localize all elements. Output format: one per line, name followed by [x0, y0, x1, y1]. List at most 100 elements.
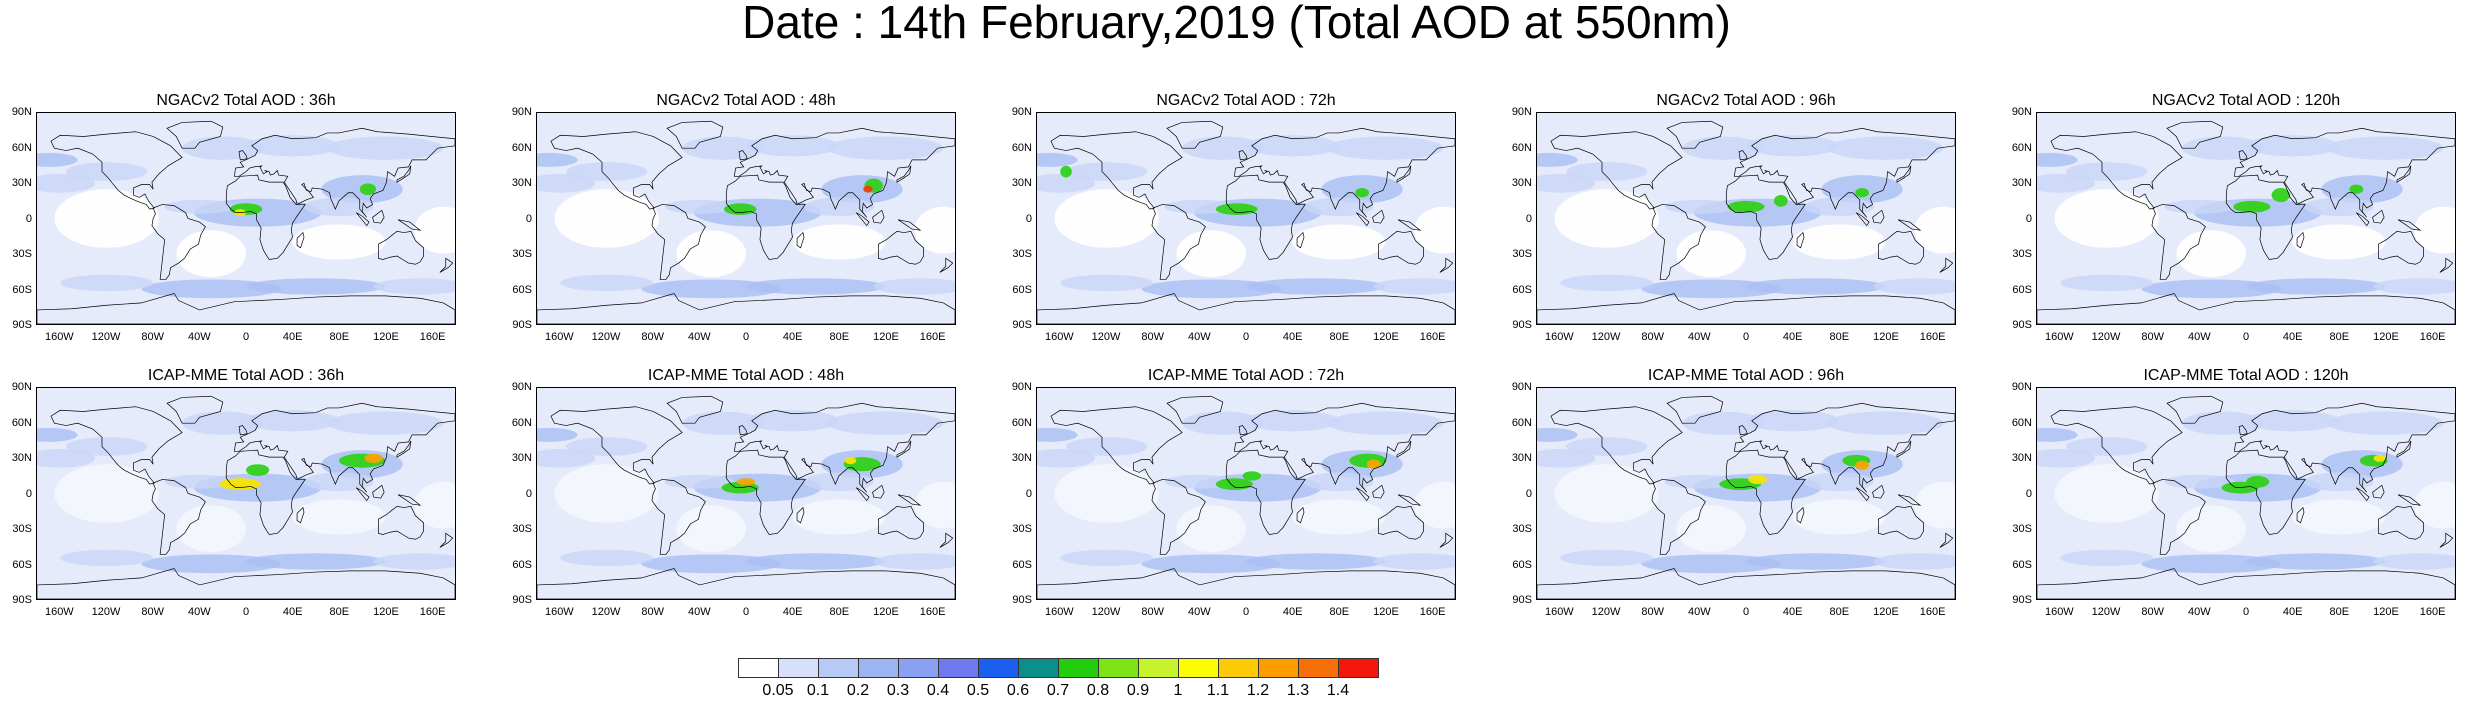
colorbar-swatch [818, 658, 859, 678]
lon-tick-label: 40W [1188, 606, 1211, 618]
panel-title: NGACv2 Total AOD : 120h [2151, 92, 2341, 109]
coastline [1050, 406, 1183, 485]
lat-tick-label: 90N [1011, 381, 1032, 393]
aod-field-region [373, 278, 455, 295]
coastline [1225, 449, 1306, 535]
coastline [725, 174, 806, 260]
aerosol-plume [1242, 471, 1262, 481]
lat-tick-label: 90N [2011, 381, 2032, 393]
lon-tick-label: 0 [242, 331, 250, 343]
aod-map [36, 112, 456, 325]
lon-tick-label: 80W [1141, 606, 1164, 618]
coastline [878, 230, 924, 265]
aod-field-region [2327, 136, 2444, 160]
aod-field-region [560, 274, 654, 292]
lat-tick-label: 90N [511, 381, 532, 393]
lat-tick-label: 60N [511, 141, 532, 154]
coastline [2233, 127, 2455, 218]
colorbar-swatch [858, 658, 899, 678]
clean-air-region [1554, 189, 1659, 248]
clean-air-region [2176, 230, 2246, 278]
coastline [1796, 506, 1805, 524]
lon-tick-label: 40E [1282, 606, 1303, 618]
lon-tick-label: 160W [544, 331, 574, 343]
aod-field-region [2246, 135, 2339, 157]
lat-tick-label: 30S [1512, 248, 1532, 260]
aod-field-region [327, 136, 444, 160]
aod-field-region [2304, 197, 2374, 217]
colorbar-tick-label: 0.3 [886, 682, 910, 699]
coastline [896, 165, 912, 183]
coastline [537, 568, 955, 599]
coastline [1225, 174, 1306, 260]
aod-field-region [246, 278, 386, 295]
coastline [356, 212, 370, 227]
aod-field-region [245, 410, 339, 432]
lon-tick-label: 0 [2242, 331, 2250, 343]
lon-tick-label: 120W [2091, 606, 2121, 618]
map-panel: NGACv2 Total AOD : 96h 90N 60N 30N 0 30S 60S 90… [1512, 92, 1956, 345]
lat-tick-label: 90S [1512, 594, 1532, 606]
aod-field-region [2327, 411, 2444, 435]
lat-tick-label: 30N [1011, 177, 1032, 189]
coastline [1725, 174, 1806, 260]
colorbar-tick-label: 1 [1173, 682, 1183, 699]
coastline [1897, 219, 1922, 231]
coastline [2166, 120, 2224, 149]
lon-tick-label: 120W [2091, 331, 2121, 343]
lat-tick-label: 30N [2011, 452, 2032, 464]
map-panel: NGACv2 Total AOD : 36h 90N 60N 30N 0 30S 60S 90… [12, 92, 456, 345]
colorbar-swatch [1058, 658, 1099, 678]
coastline [2151, 204, 2206, 280]
lat-tick-label: 60S [1012, 283, 1032, 296]
coastline [50, 406, 183, 485]
lon-tick-label: 120W [1591, 331, 1621, 343]
lon-tick-label: 160W [2044, 606, 2074, 618]
aod-field-region [1037, 427, 1078, 442]
aerosol-plume [2373, 454, 2386, 462]
clean-air-region [1914, 481, 1955, 529]
coastline [1878, 505, 1924, 540]
lon-tick-label: 160E [1919, 606, 1946, 618]
coastline [550, 131, 683, 210]
colorbar-swatch [1098, 658, 1139, 678]
panel-title: ICAP-MME Total AOD : 36h [147, 367, 345, 384]
coastline [1296, 231, 1305, 249]
lon-tick-label: 80E [1329, 331, 1350, 343]
coastline [225, 174, 306, 260]
coastline [2238, 425, 2248, 436]
lon-tick-label: 40W [688, 331, 711, 343]
aod-field-region [37, 152, 78, 167]
coastline [666, 395, 724, 424]
lon-tick-label: 0 [1742, 331, 1750, 343]
coastline [1796, 231, 1805, 249]
lon-tick-label: 80E [2329, 606, 2350, 618]
coastline [1378, 505, 1424, 540]
lon-tick-label: 160W [1044, 331, 1074, 343]
coastline [1896, 440, 1912, 458]
lon-tick-label: 0 [2242, 606, 2250, 618]
lon-tick-label: 120W [91, 331, 121, 343]
colorbar-swatch [938, 658, 979, 678]
coastline [397, 219, 422, 231]
aerosol-plume [364, 453, 384, 464]
lon-tick-label: 160E [1919, 331, 1946, 343]
lat-tick-label: 0 [525, 212, 532, 225]
lat-tick-label: 90S [1012, 319, 1032, 331]
colorbar-swatch [1258, 658, 1299, 678]
aod-field-region [1037, 448, 1096, 468]
lon-tick-label: 160W [544, 606, 574, 618]
colorbar-swatch [898, 658, 939, 678]
lon-tick-label: 160E [2419, 331, 2446, 343]
lon-tick-label: 80E [329, 331, 350, 343]
aod-field-region [641, 554, 781, 574]
lat-tick-label: 60S [1012, 558, 1032, 571]
lat-tick-label: 30N [511, 177, 532, 189]
lat-tick-label: 30N [1011, 452, 1032, 464]
lon-tick-label: 160E [1419, 331, 1446, 343]
coastline [1872, 484, 1885, 499]
coastline [1233, 127, 1455, 218]
colorbar-tick-label: 0.5 [966, 682, 990, 699]
lon-tick-label: 120W [591, 331, 621, 343]
clean-air-region [1292, 499, 1386, 535]
